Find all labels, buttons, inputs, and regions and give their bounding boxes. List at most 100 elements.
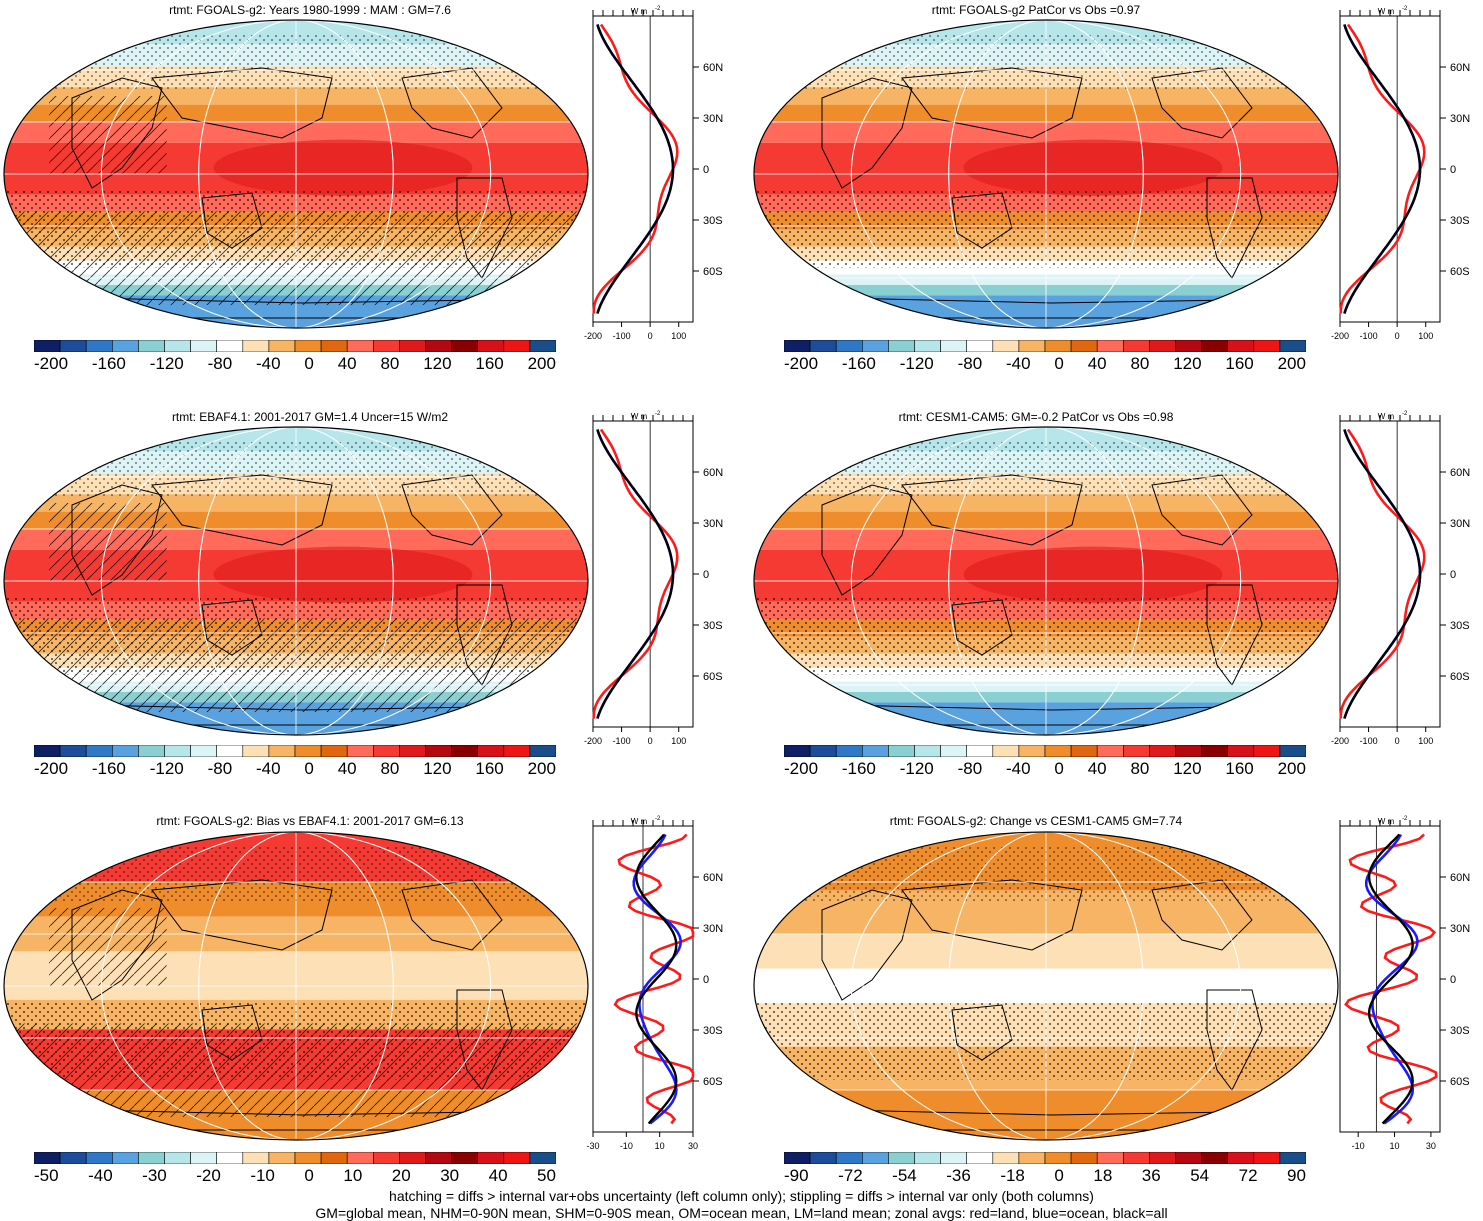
colorbar-swatch: [888, 745, 915, 757]
colorbar-swatch: [242, 745, 270, 757]
zonal-x-tick-label: -100: [1360, 331, 1378, 341]
colorbar-tick-label: -90: [784, 1166, 809, 1185]
colorbar-swatch: [399, 1152, 426, 1164]
colorbar-tick-label: 0: [1054, 354, 1064, 373]
map-panel-1: [3, 19, 589, 329]
colorbar-4: [784, 745, 1306, 757]
colorbar-swatch: [346, 340, 374, 352]
colorbar-swatch: [1253, 340, 1281, 352]
graticule-lon: [948, 427, 1144, 735]
coastline: [71, 484, 163, 596]
colorbar-swatch: [1253, 745, 1281, 757]
colorbar-labels-4: -200 -160 -120 -80 -40 0 40 80 120 160 200: [784, 759, 1306, 779]
zonal-lat-label: 60S: [1450, 266, 1470, 278]
colorbar-tick-label: 40: [337, 354, 357, 373]
colorbar-swatch: [966, 745, 994, 757]
zonal-plot-3: W m -2 60N 30N 0 30S 60S -200 -100 0 100: [584, 411, 723, 746]
zonal-x-tick-label: 0: [648, 331, 653, 341]
colorbar-swatch: [477, 745, 505, 757]
zonal-x-tick-label: -200: [584, 736, 602, 746]
colorbar-swatch: [399, 745, 426, 757]
colorbar-swatch: [1201, 340, 1229, 352]
colorbar-swatch: [914, 1152, 941, 1164]
map-border: [3, 426, 589, 736]
zonal-unit-label: W m: [1378, 817, 1395, 826]
colorbar-swatch: [164, 340, 191, 352]
colorbar-swatch: [1201, 1152, 1229, 1164]
colorbar-tick-label: 50: [537, 1166, 556, 1185]
coastline: [821, 889, 913, 1001]
zonal-lat-label: 0: [1450, 974, 1456, 986]
zonal-plot-6: W m -2 60N 30N 0 30S 60S -10 10 30: [1339, 816, 1470, 1151]
warm-pool: [213, 546, 473, 603]
colorbar-swatch: [1070, 340, 1098, 352]
zonal-x-tick-label: 100: [671, 736, 686, 746]
colorbar-swatch: [914, 745, 941, 757]
colorbar-swatch: [294, 1152, 322, 1164]
colorbar-swatch: [268, 1152, 296, 1164]
zonal-lat-label: 30S: [703, 620, 723, 632]
zonal-lat-label: 60N: [703, 467, 723, 479]
map-border: [753, 19, 1339, 329]
zonal-unit-superscript: -2: [655, 6, 661, 12]
colorbar-tick-label: 40: [1087, 759, 1107, 778]
colorbar-swatch: [1096, 745, 1124, 757]
graticule-lon: [100, 832, 492, 1140]
colorbar-swatch: [1018, 745, 1046, 757]
colorbar-swatch: [1122, 745, 1150, 757]
colorbar-swatch: [216, 1152, 244, 1164]
zonal-x-tick-label: 10: [655, 1141, 665, 1151]
colorbar-swatch: [112, 1152, 139, 1164]
zonal-x-tick-label: -200: [1331, 331, 1349, 341]
coastline: [401, 67, 503, 139]
colorbar-tick-label: 200: [1277, 759, 1306, 778]
colorbar-swatch: [784, 340, 811, 352]
colorbar-swatch: [503, 745, 531, 757]
zonal-lat-label: 0: [1450, 569, 1456, 581]
colorbar-swatch: [1149, 1152, 1176, 1164]
colorbar-tick-label: 200: [1277, 354, 1306, 373]
panel-title-4: rtmt: CESM1-CAM5: GM=-0.2 PatCor vs Obs …: [898, 410, 1174, 424]
colorbar-swatch: [992, 1152, 1020, 1164]
coastline: [201, 192, 263, 249]
colorbar-swatch: [1279, 1152, 1306, 1164]
zonal-frame: [1339, 420, 1441, 728]
zonal-x-tick-label: -100: [613, 736, 631, 746]
colorbar-tick-label: 72: [1238, 1166, 1258, 1185]
colorbar-swatch: [190, 1152, 218, 1164]
colorbar-tick-label: 40: [488, 1166, 508, 1185]
colorbar-swatch: [190, 340, 218, 352]
colorbar-tick-label: -160: [91, 354, 126, 373]
colorbar-swatch: [34, 745, 61, 757]
colorbar-swatch: [399, 340, 426, 352]
colorbar-tick-label: 160: [1225, 759, 1254, 778]
coastline: [71, 889, 163, 1001]
colorbar-swatch: [242, 340, 270, 352]
colorbar-swatch: [888, 340, 915, 352]
colorbar-swatch: [138, 745, 165, 757]
colorbar-tick-label: 0: [304, 354, 314, 373]
colorbar-swatch: [59, 340, 87, 352]
zonal-lat-label: 0: [703, 569, 709, 581]
graticule-lon: [100, 427, 492, 735]
colorbar-swatch: [34, 340, 61, 352]
colorbar-swatch: [1070, 745, 1098, 757]
zonal-lat-label: 60N: [703, 62, 723, 74]
colorbar-tick-label: 120: [423, 354, 452, 373]
colorbar-swatch: [34, 1152, 61, 1164]
coastline: [1151, 879, 1253, 951]
map-panel-4: [753, 426, 1339, 736]
panel-title-5: rtmt: FGOALS-g2: Bias vs EBAF4.1: 2001-2…: [156, 814, 464, 828]
colorbar-swatch: [940, 340, 968, 352]
colorbar-swatch: [1279, 745, 1306, 757]
colorbar-swatch: [477, 1152, 505, 1164]
colorbar-swatch: [112, 340, 139, 352]
colorbar-swatch: [1149, 745, 1176, 757]
zonal-x-tick-label: -30: [586, 1141, 599, 1151]
zonal-lat-label: 60N: [703, 872, 723, 884]
zonal-lat-label: 30S: [703, 215, 723, 227]
zonal-curve-all: [1343, 429, 1422, 719]
zonal-x-tick-label: 10: [1390, 1141, 1400, 1151]
zonal-unit-superscript: -2: [1402, 411, 1408, 417]
zonal-unit-label: W m: [1378, 412, 1395, 421]
